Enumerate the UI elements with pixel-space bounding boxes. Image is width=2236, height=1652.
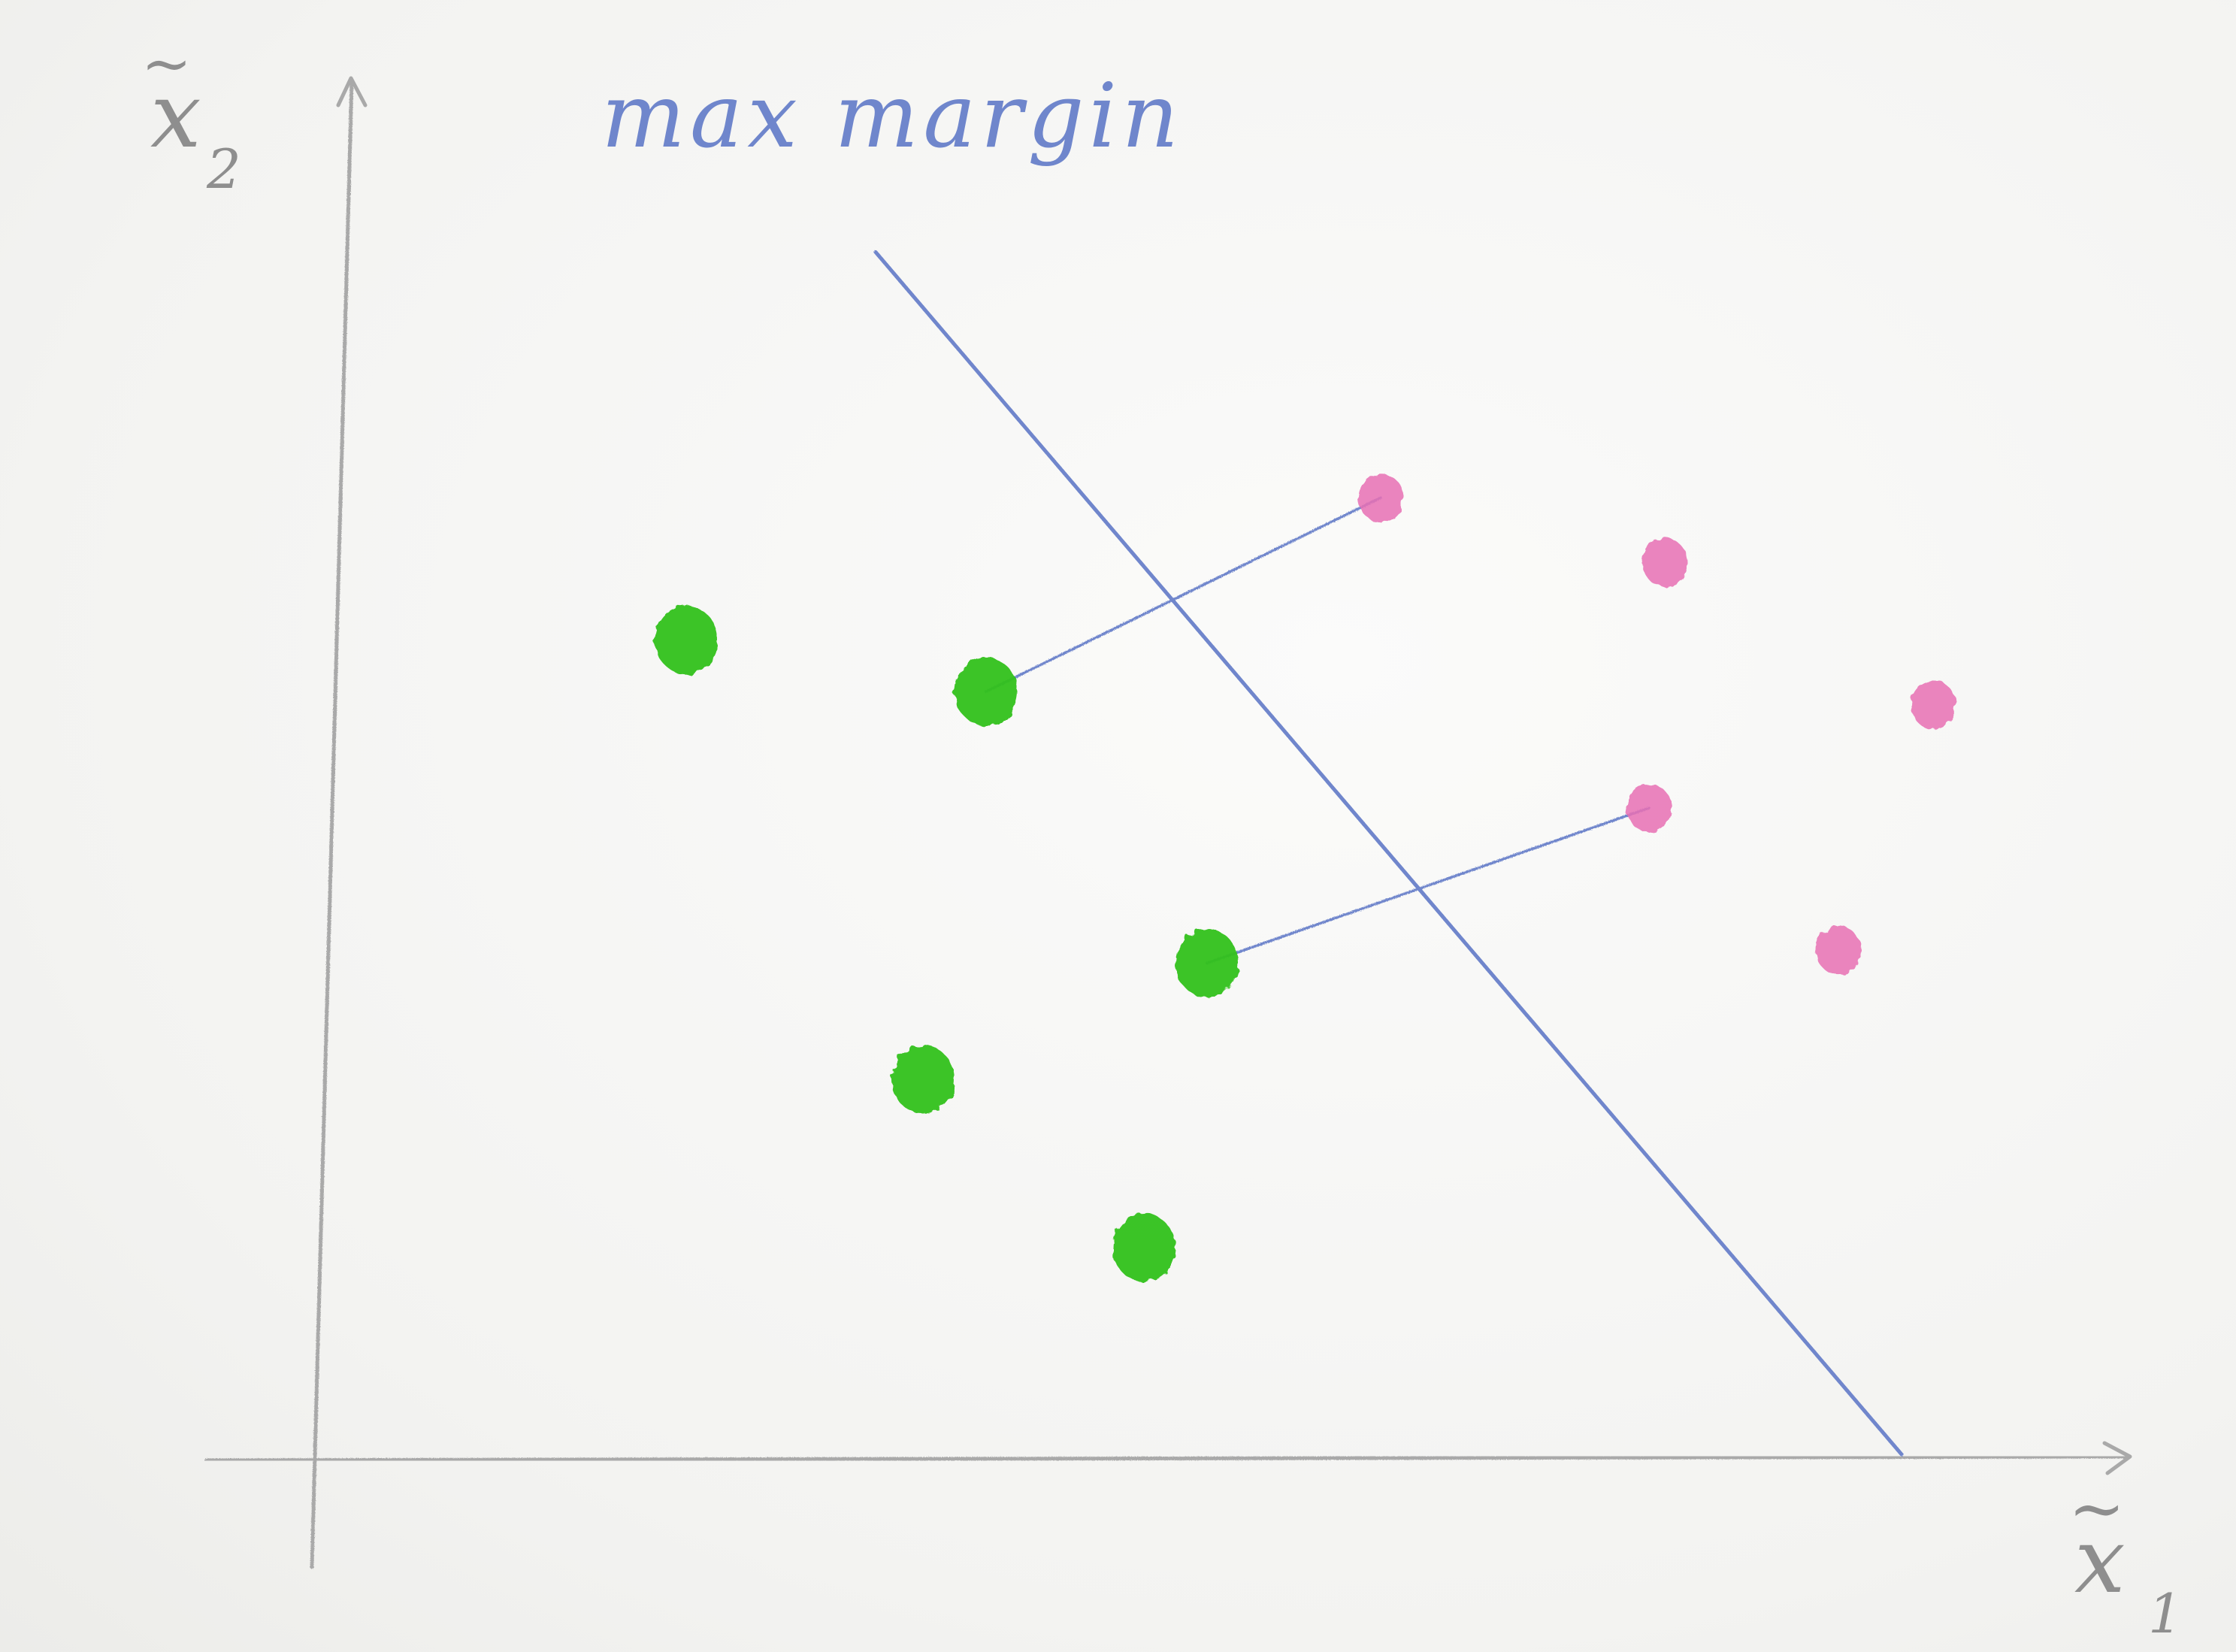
decision-boundary-line [873, 250, 1904, 1457]
x-axis-label-subscript: 1 [2148, 1582, 2183, 1645]
x-axis-tilde: ~ [2068, 1469, 2125, 1548]
margin-segment-2 [1206, 806, 1651, 965]
y-axis-label-subscript: 2 [206, 138, 241, 201]
green-point-1 [655, 606, 718, 674]
pink-point-2 [1642, 537, 1687, 587]
pink-point-4 [1626, 783, 1672, 833]
green-point-2 [955, 657, 1018, 726]
y-axis-label: ~ x 2 [141, 29, 241, 201]
decision-boundary-group [873, 250, 1904, 1457]
diagram-title: max margin [601, 64, 1183, 168]
data-points-group [655, 473, 1956, 1282]
pink-point-3 [1911, 680, 1956, 729]
margin-segments-group [985, 496, 1651, 965]
green-point-5 [1112, 1213, 1175, 1282]
axes [204, 76, 2132, 1569]
y-axis-arrow-icon [336, 76, 368, 107]
y-axis [310, 79, 354, 1569]
x-axis-label-text: x [2074, 1509, 2126, 1614]
x-axis [204, 1454, 2128, 1463]
pink-point-1 [1358, 473, 1403, 522]
margin-segment-1 [985, 496, 1382, 693]
green-point-3 [891, 1045, 955, 1114]
pink-point-5 [1816, 925, 1861, 975]
x-axis-label: ~ x 1 [2068, 1469, 2183, 1645]
x-axis-arrow-icon [2102, 1441, 2132, 1475]
y-axis-label-text: x [150, 64, 201, 168]
green-point-4 [1175, 929, 1239, 997]
y-axis-tilde: ~ [141, 29, 192, 98]
